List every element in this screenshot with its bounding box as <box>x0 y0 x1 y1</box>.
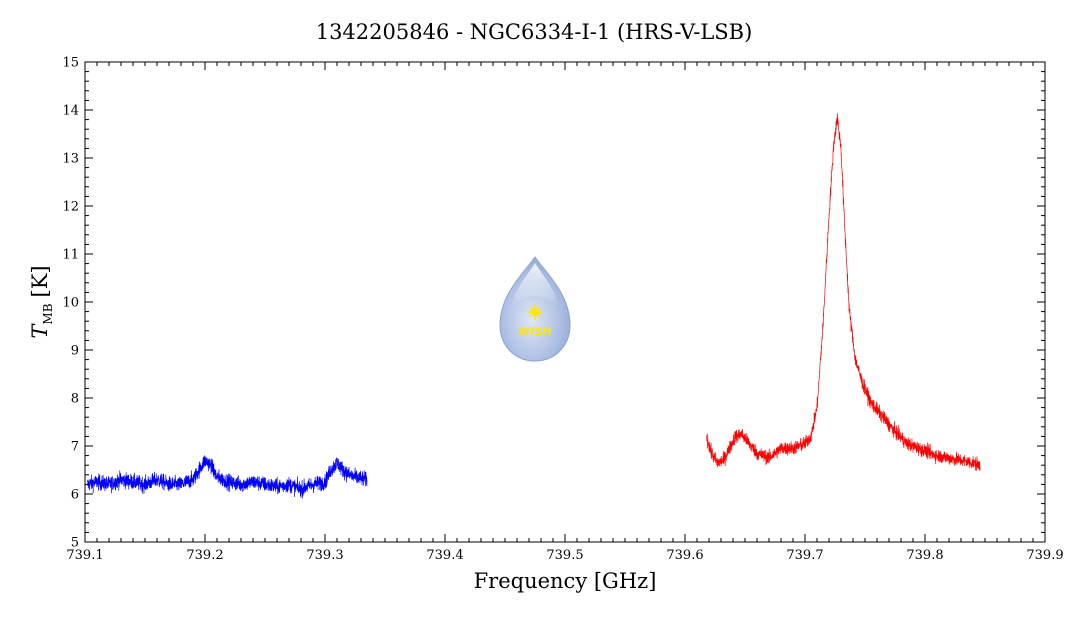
series-2-line <box>706 113 981 471</box>
x-tick-label: 739.9 <box>1026 548 1063 563</box>
y-axis-subscript: MB <box>41 303 55 324</box>
x-tick-label: 739.2 <box>186 548 223 563</box>
y-tick-label: 10 <box>62 296 79 311</box>
series-1-line <box>87 455 368 499</box>
x-tick-label: 739.4 <box>426 548 463 563</box>
y-tick-label: 9 <box>71 344 79 359</box>
y-axis-unit: [K] <box>28 265 52 297</box>
x-tick-label: 739.5 <box>546 548 583 563</box>
drop-highlight <box>512 263 558 306</box>
x-tick-label: 739.1 <box>66 548 103 563</box>
y-tick-label: 8 <box>71 392 79 407</box>
chart-title: 1342205846 - NGC6334-I-1 (HRS-V-LSB) <box>316 20 753 44</box>
x-tick-label: 739.3 <box>306 548 343 563</box>
y-tick-label: 12 <box>62 200 79 215</box>
y-tick-label: 14 <box>62 104 79 119</box>
y-axis-label: TMB [K] <box>28 265 55 338</box>
wish-logo-text: WISH <box>518 325 551 338</box>
svg-text:TMB[K]: TMB [K] <box>28 265 55 338</box>
x-tick-label: 739.6 <box>666 548 703 563</box>
y-tick-label: 15 <box>62 56 79 71</box>
y-tick-label: 11 <box>62 248 79 263</box>
star-icon <box>527 304 543 320</box>
y-tick-label: 5 <box>71 536 79 551</box>
x-tick-label: 739.7 <box>786 548 823 563</box>
x-axis-label: Frequency [GHz] <box>474 569 657 593</box>
y-tick-label: 6 <box>71 488 79 503</box>
y-tick-label: 13 <box>62 152 79 167</box>
y-tick-label: 7 <box>71 440 79 455</box>
x-tick-label: 739.8 <box>906 548 943 563</box>
wish-logo: WISH <box>499 256 571 362</box>
y-axis-symbol: T <box>28 323 52 339</box>
